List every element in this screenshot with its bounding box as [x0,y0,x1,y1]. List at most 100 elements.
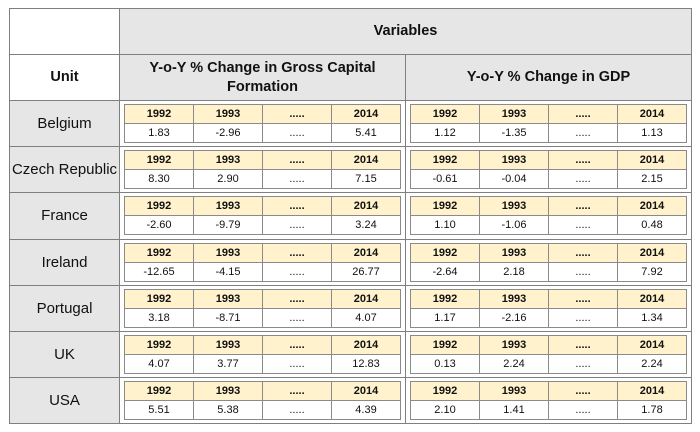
value-row: 8.30 2.90..... 7.15 [124,169,401,190]
year-row: 1992 1993..... 2014 [410,242,687,263]
value-row: -12.65 -4.15..... 26.77 [124,261,401,282]
year-cell: 1993 [479,288,549,309]
year-row: 1992 1993..... 2014 [410,196,687,217]
gcf-cell: 1992 1993..... 2014 8.30 2.90..... 7.15 [119,146,406,194]
variables-header-row: Variables [9,7,692,56]
year-cell: 1993 [479,242,549,263]
value-cell: 4.07 [331,307,401,328]
data-table: Variables Unit Y-o-Y % Change in Gross C… [9,7,692,425]
table-row: Belgium 1992 1993..... 2014 1.83 -2.96..... 5.… [9,100,692,148]
gdp-cell: 1992 1993..... 2014 -2.64 2.18..... 7.92 [405,238,692,286]
variables-header: Variables [119,7,692,56]
value-cell: ..... [262,169,332,190]
year-cell: 1992 [410,150,480,171]
year-cell: 1992 [124,104,194,125]
year-row: 1992 1993..... 2014 [124,288,401,309]
value-cell: 5.51 [124,399,194,420]
year-cell: ..... [262,196,332,217]
unit-cell: Czech Republic [9,146,120,194]
year-cell: 2014 [617,288,687,309]
value-cell: -9.79 [193,215,263,236]
year-cell: 1993 [193,150,263,171]
gcf-inner-table: 1992 1993..... 2014 4.07 3.77..... 12.83 [124,334,401,374]
value-cell: -0.04 [479,169,549,190]
value-row: 1.17 -2.16..... 1.34 [410,307,687,328]
value-cell: 8.30 [124,169,194,190]
year-cell: 2014 [617,104,687,125]
value-cell: ..... [548,123,618,144]
year-row: 1992 1993..... 2014 [124,196,401,217]
value-cell: 3.24 [331,215,401,236]
year-cell: 1993 [193,104,263,125]
value-cell: -2.64 [410,261,480,282]
value-cell: ..... [262,215,332,236]
year-cell: 2014 [331,104,401,125]
year-cell: ..... [262,242,332,263]
gdp-cell: 1992 1993..... 2014 2.10 1.41..... 1.78 [405,376,692,425]
gdp-header: Y-o-Y % Change in GDP [405,54,692,102]
year-row: 1992 1993..... 2014 [410,380,687,401]
year-cell: 1993 [193,196,263,217]
year-row: 1992 1993..... 2014 [124,380,401,401]
value-cell: ..... [262,353,332,374]
year-cell: ..... [262,288,332,309]
unit-cell: Portugal [9,284,120,332]
value-cell: 1.10 [410,215,480,236]
year-cell: 2014 [331,150,401,171]
table-row: UK 1992 1993..... 2014 4.07 3.77..... 12.83 199… [9,330,692,378]
gdp-inner-table: 1992 1993..... 2014 1.10 -1.06..... 0.48 [410,196,687,236]
year-cell: 2014 [331,242,401,263]
gcf-cell: 1992 1993..... 2014 -12.65 -4.15..... 26.77 [119,238,406,286]
value-cell: 1.34 [617,307,687,328]
year-cell: ..... [548,380,618,401]
column-header-row: Unit Y-o-Y % Change in Gross Capital For… [9,54,692,102]
value-cell: 3.77 [193,353,263,374]
value-cell: -1.35 [479,123,549,144]
gcf-inner-table: 1992 1993..... 2014 8.30 2.90..... 7.15 [124,150,401,190]
year-cell: 2014 [617,380,687,401]
gdp-cell: 1992 1993..... 2014 0.13 2.24..... 2.24 [405,330,692,378]
unit-cell: Belgium [9,100,120,148]
value-row: -0.61 -0.04..... 2.15 [410,169,687,190]
value-cell: 1.41 [479,399,549,420]
value-cell: 2.15 [617,169,687,190]
value-cell: -1.06 [479,215,549,236]
year-cell: 2014 [331,196,401,217]
gcf-inner-table: 1992 1993..... 2014 -2.60 -9.79..... 3.24 [124,196,401,236]
year-cell: 1993 [193,242,263,263]
value-cell: -2.60 [124,215,194,236]
year-row: 1992 1993..... 2014 [124,242,401,263]
value-cell: 1.78 [617,399,687,420]
unit-cell: UK [9,330,120,378]
value-cell: ..... [548,215,618,236]
value-cell: -0.61 [410,169,480,190]
gdp-cell: 1992 1993..... 2014 -0.61 -0.04..... 2.15 [405,146,692,194]
year-cell: ..... [548,196,618,217]
value-row: -2.64 2.18..... 7.92 [410,261,687,282]
table-row: Portugal 1992 1993..... 2014 3.18 -8.71..... 4… [9,284,692,332]
gdp-inner-table: 1992 1993..... 2014 -2.64 2.18..... 7.92 [410,242,687,282]
year-cell: 2014 [617,334,687,355]
value-cell: 26.77 [331,261,401,282]
value-cell: 7.15 [331,169,401,190]
table-row: USA 1992 1993..... 2014 5.51 5.38..... 4.39 199… [9,376,692,425]
value-cell: ..... [262,399,332,420]
value-cell: 2.18 [479,261,549,282]
value-row: 1.10 -1.06..... 0.48 [410,215,687,236]
value-cell: 4.07 [124,353,194,374]
year-cell: 1993 [193,288,263,309]
value-cell: 5.41 [331,123,401,144]
gcf-cell: 1992 1993..... 2014 5.51 5.38..... 4.39 [119,376,406,425]
year-cell: 1992 [410,104,480,125]
value-cell: -4.15 [193,261,263,282]
value-cell: 4.39 [331,399,401,420]
value-cell: ..... [262,261,332,282]
value-cell: ..... [262,307,332,328]
unit-header: Unit [9,54,120,102]
value-cell: -12.65 [124,261,194,282]
value-cell: 12.83 [331,353,401,374]
gdp-cell: 1992 1993..... 2014 1.12 -1.35..... 1.13 [405,100,692,148]
year-cell: 1992 [124,242,194,263]
value-row: 1.12 -1.35..... 1.13 [410,123,687,144]
year-cell: 2014 [331,380,401,401]
